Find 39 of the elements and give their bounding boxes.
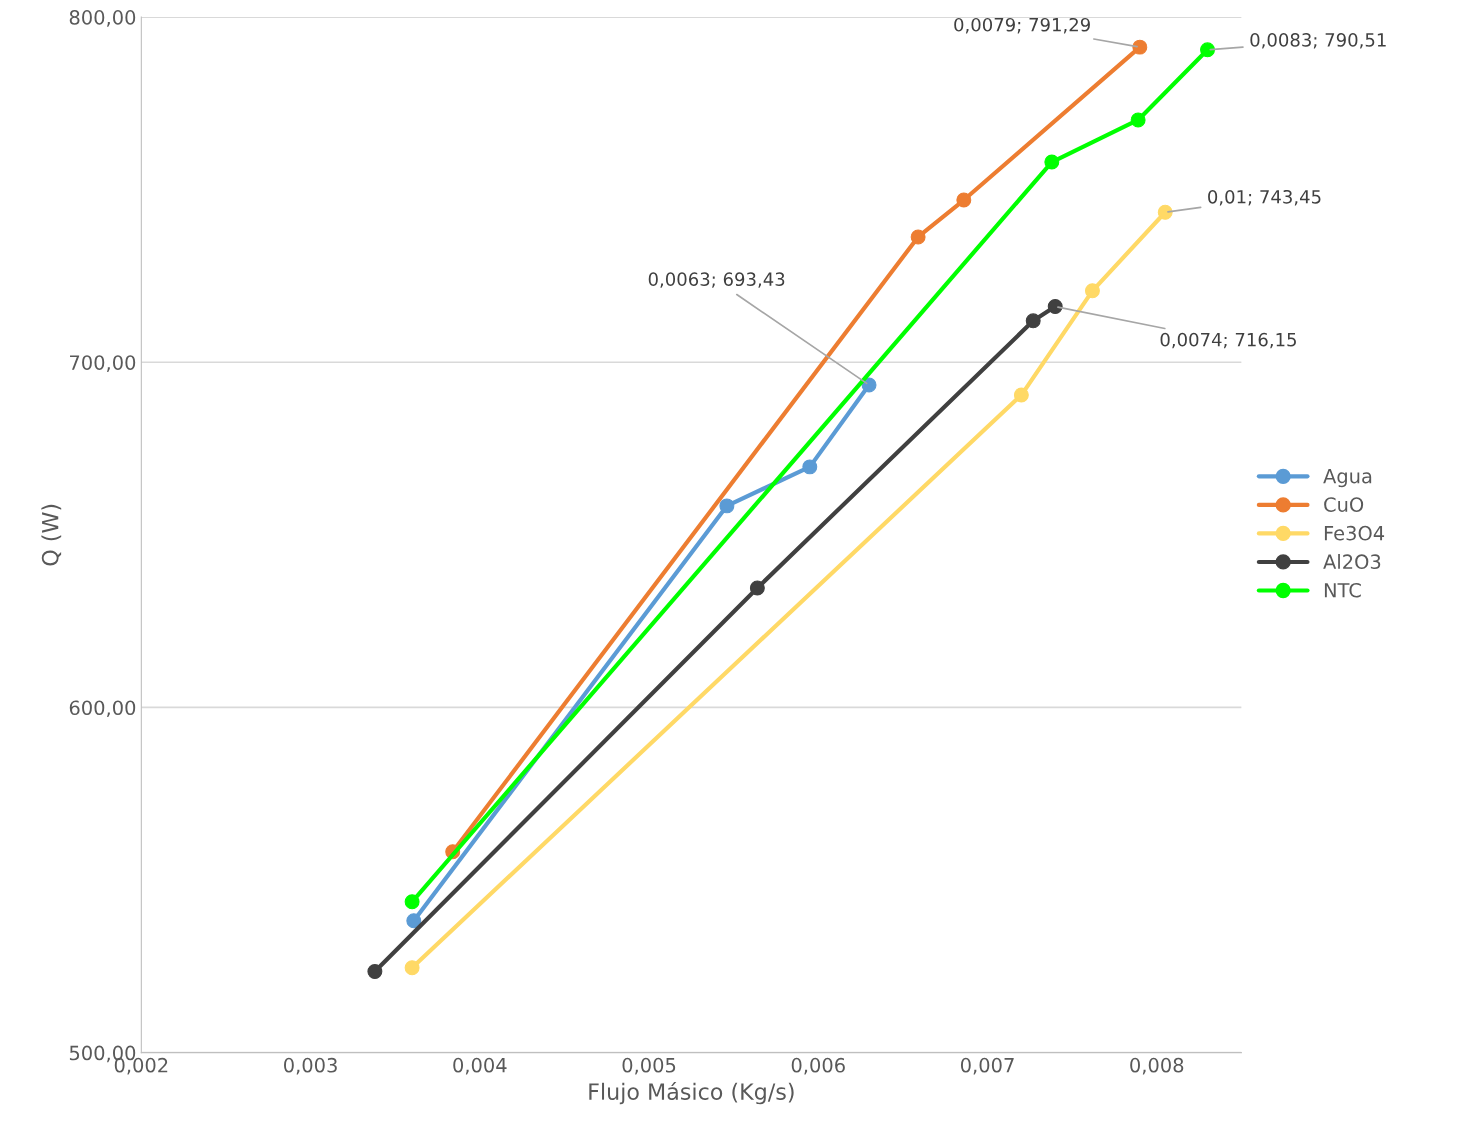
point	[910, 229, 926, 245]
point	[406, 913, 422, 929]
point	[956, 192, 972, 208]
annotation: 0,0079; 791,29	[954, 17, 1090, 34]
point	[1130, 112, 1146, 128]
point	[1047, 299, 1063, 314]
point	[1132, 39, 1148, 55]
legend-label: Agua	[1323, 468, 1372, 488]
x-tick-label: 0,005	[622, 1057, 676, 1075]
annotation: 0,0074; 716,15	[1160, 332, 1296, 349]
point	[1025, 313, 1041, 329]
point	[404, 960, 420, 976]
point	[1044, 154, 1060, 170]
legend-label: CuO	[1324, 497, 1364, 512]
point	[719, 498, 735, 514]
point	[802, 459, 818, 475]
point	[404, 894, 420, 910]
point	[367, 964, 383, 979]
legend-label: NTC	[1324, 582, 1361, 598]
x-tick-label: 0,007	[960, 1057, 1014, 1075]
x-tick-label: 0,004	[453, 1057, 507, 1075]
y-tick-label: 700,00	[70, 355, 136, 372]
point	[1084, 283, 1100, 299]
point	[1013, 387, 1029, 403]
point	[1200, 42, 1215, 58]
point	[749, 580, 765, 596]
y-axis-title: Q (W)	[41, 504, 62, 566]
x-tick-label: 0,008	[1130, 1057, 1184, 1075]
annotation: 0,0063; 693,43	[648, 272, 785, 288]
x-tick-label: 0,003	[284, 1057, 337, 1075]
annotation: 0,0083; 790,51	[1250, 33, 1386, 49]
x-tick-label: 0,006	[791, 1057, 845, 1075]
legend-label: Fe3O4	[1324, 525, 1385, 541]
x-axis-title: Flujo Másico (Kg/s)	[589, 1081, 794, 1105]
point	[1157, 204, 1173, 220]
legend-label: Al2O3	[1323, 553, 1381, 570]
y-tick-label: 600,00	[69, 700, 136, 718]
annotation: 0,01; 743,45	[1208, 189, 1321, 206]
y-tick-label: 800,00	[69, 10, 136, 27]
